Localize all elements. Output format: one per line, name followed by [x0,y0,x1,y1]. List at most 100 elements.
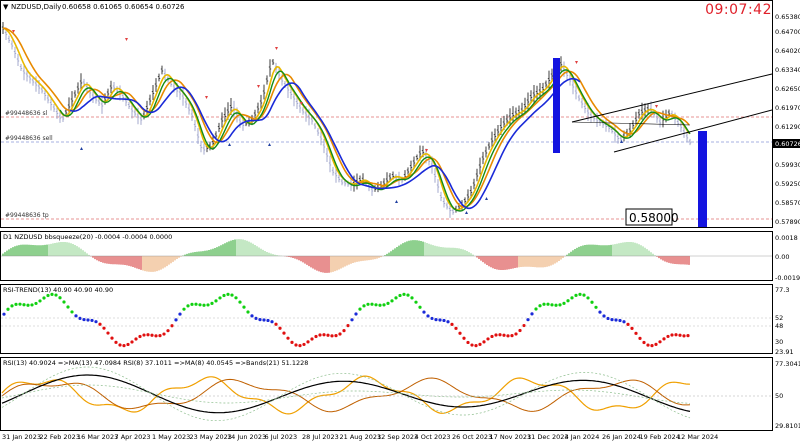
rt-axis-tick: 77.3 [775,286,789,294]
rsi-ma-line [1,374,691,414]
rsi-trend-dot [622,320,626,324]
rsi-trend-dot [602,314,606,318]
time-tick: 26 Jan 2024 [602,433,641,441]
price-tick: 0.64700 [775,28,800,36]
time-tick: 11 Dec 2023 [527,433,569,441]
highlight-bar-dec [553,58,560,153]
sell-line-label[interactable]: #99448636 sell [5,135,53,142]
time-tick: 28 Jul 2023 [302,433,339,441]
rsi-title: RSI(13) 40.9024 =>MA(13) 47.0984 RSI(8) … [3,359,308,367]
price-tick: 0.59930 [775,161,800,169]
sell-signal-icon: ▾ [300,100,303,107]
rsi-trend-dot [278,326,282,330]
rsi-trend-dot [58,296,62,300]
rsi-trend-dot [218,296,222,300]
price-tick: 0.57890 [775,218,800,226]
rsi-trend-dot [198,303,202,307]
rsi-trend-dot [22,303,26,307]
rsi-trend-dot [174,318,178,322]
rt-axis-tick: 52 [775,314,783,322]
buy-signal-icon: ▴ [268,141,271,148]
sell-signal-icon: ▾ [275,45,278,52]
time-tick: 16 Mar 2023 [77,433,118,441]
highlight-bar-target [698,131,707,227]
sell-signal-icon: ▾ [425,147,428,154]
time-tick: 31 Jan 2023 [2,433,41,441]
rsi-trend-dot [166,329,170,333]
rsi-trend-dot [122,344,126,348]
rsi-trend-dot [490,334,494,339]
rsi-trend-dot [246,310,250,314]
rsi-trend-dot [618,318,622,323]
rsi-trend-dot [114,340,118,344]
target-label: 0.58000 [629,211,679,225]
rsi-trend-dot [106,331,110,335]
rsi-trend-dot [506,334,510,338]
rsi-trend-dot [590,300,594,304]
bbsqueeze-title: D1 NZDUSD bbsqueeze(20) -0.0004 -0.0004 … [3,233,172,241]
rsi-trend-dot [330,334,334,338]
rsi-band-upper [1,366,691,422]
price-tick: 0.63340 [775,66,800,74]
sell-signal-icon: ▾ [205,94,208,101]
rsi-trend-dot [538,304,542,308]
rsi-trend-dot [550,303,554,307]
rsi-trend-dot [614,318,618,322]
current-price: 0.60726 [775,140,800,148]
rsi-trend-dot [338,332,342,336]
rsi-trend-dot [6,307,10,311]
rsi-trend-dot [262,318,266,322]
rsi-trend-dot [390,299,394,303]
rsi-trend-dot [346,324,350,328]
rsi-axis-tick: 77.3041 [775,360,800,368]
rsi-trend-dot [350,318,354,322]
rsi-trend-dot [326,333,330,337]
rsi-trend-dot [90,318,94,323]
price-tick: 0.61970 [775,104,800,112]
rsi-trend-dot [454,326,458,330]
time-tick: 22 Feb 2023 [40,433,80,441]
rsi-trend-dot [86,318,90,322]
rsi-trend-dot [270,320,274,324]
chart-menu-icon[interactable]: ▼ [3,3,9,11]
channel-upper-line [571,73,773,123]
rsi-trend-dot [554,303,558,307]
rsi-trend-dot [462,336,466,340]
time-tick: 21 Aug 2023 [340,433,382,441]
ma-blue-line [69,77,581,210]
rsi-trend-dot [446,320,450,324]
price-tick: 0.62650 [775,85,800,93]
rsi-trend-dot [382,303,386,307]
rsi-trend-dot [50,292,54,296]
rsi-trend-dot [334,334,338,338]
rsi-trend-dot [110,336,114,340]
rsi-trend-dot [182,307,186,311]
tp-line-label[interactable]: #99448636 tp [5,212,49,219]
rsi-trend-dot [210,301,214,305]
buy-signal-icon: ▴ [228,141,231,148]
buy-signal-icon: ▴ [620,138,623,145]
rsi-trend-dot [386,301,390,305]
rt-axis-tick: 23.91 [775,348,794,356]
rsi-trend-dot [82,317,86,322]
time-tick: 12 Mar 2024 [677,433,718,441]
rsi-trend-dot [98,322,102,326]
rsi-trend-dot [402,292,406,296]
sl-line-label[interactable]: #99448636 sl [5,110,48,117]
rsi-trend-dot [102,326,106,330]
rsi-trend-dot [146,333,150,337]
rsi-trend-dot [670,333,674,337]
rsi-trend-dot [638,336,642,340]
buy-signal-icon: ▴ [395,198,398,205]
rsi-trend-dot [394,296,398,300]
rsi-trend-dot [370,302,374,306]
rsi-panel[interactable] [0,357,773,431]
rsi-trend-dot [298,344,302,348]
server-clock: 09:07:42 [705,2,772,18]
rsi-trend-dot [546,302,550,306]
bb-axis-tick: -0.0019 [775,274,800,282]
rsi-trend-dot [686,334,690,338]
rsi-trend-dot [666,334,670,339]
time-tick: 26 Oct 2023 [452,433,492,441]
